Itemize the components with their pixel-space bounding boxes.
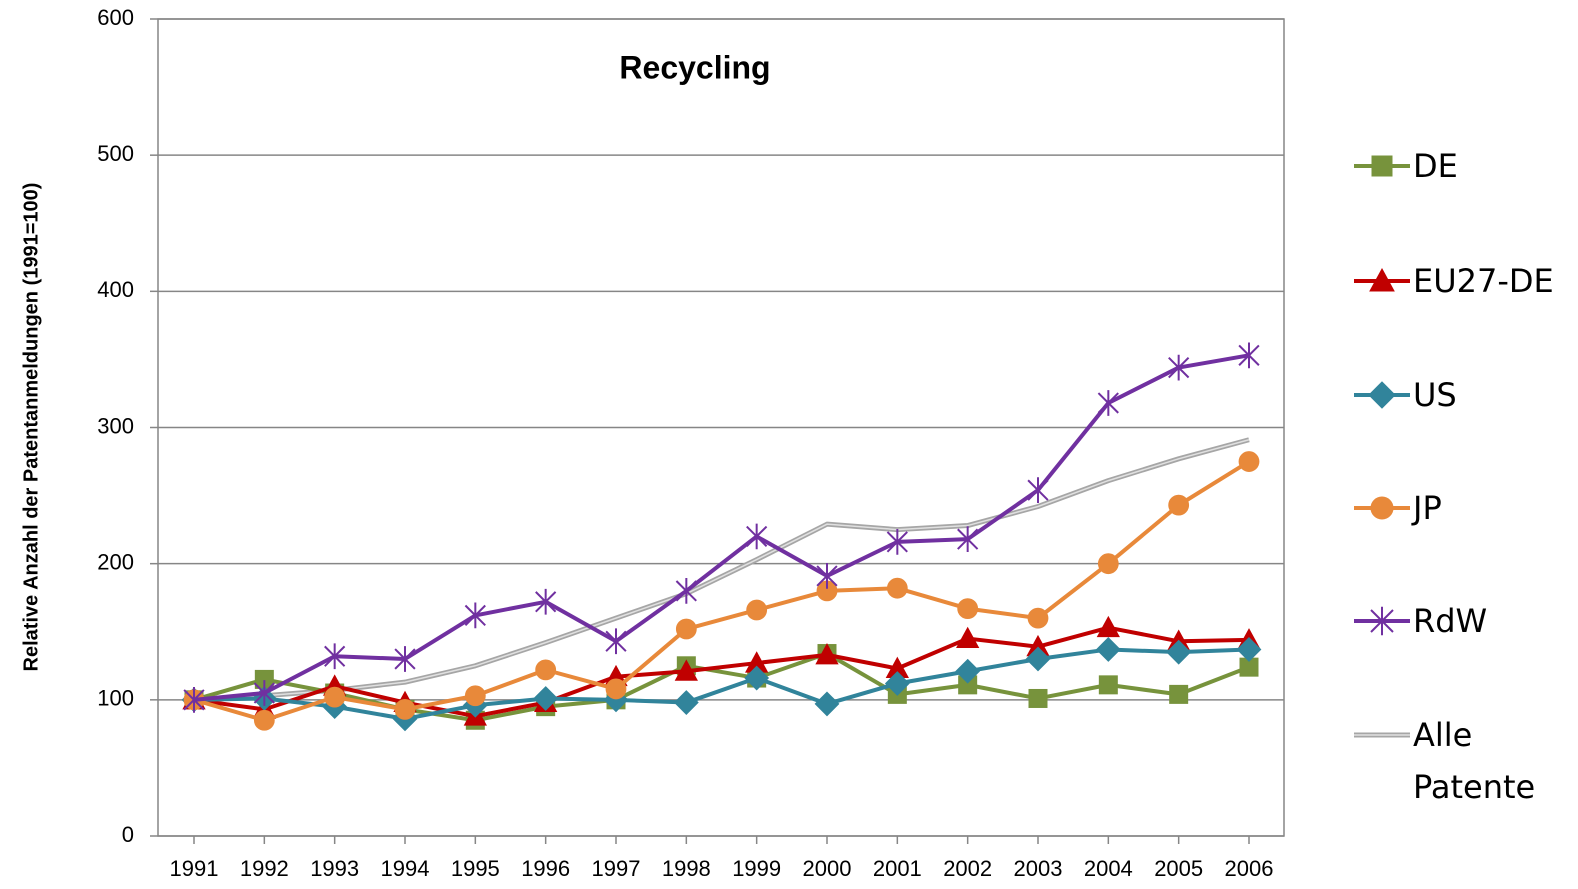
x-tick-label: 1995 [451, 856, 500, 881]
marker [746, 599, 768, 621]
legend-label: EU27-DE [1413, 262, 1554, 300]
series-line [193, 651, 1250, 723]
series-line [193, 353, 1250, 702]
series-line [193, 625, 1250, 719]
x-tick-label: 1993 [310, 856, 359, 881]
marker [1236, 637, 1262, 662]
x-tick-label: 2004 [1084, 856, 1133, 881]
y-tick-label: 300 [97, 413, 134, 438]
marker [1097, 553, 1119, 575]
marker [1368, 381, 1396, 409]
marker [1238, 451, 1260, 472]
marker [394, 698, 416, 720]
series-line [193, 459, 1251, 723]
marker [1370, 496, 1394, 520]
marker [1169, 684, 1189, 704]
marker [746, 523, 768, 550]
marker [1168, 354, 1190, 381]
x-tick-label: 1991 [170, 856, 219, 881]
x-tick-label: 2003 [1014, 856, 1063, 881]
marker [1025, 646, 1051, 672]
marker [815, 643, 839, 665]
marker [957, 598, 979, 620]
marker [324, 686, 346, 708]
marker [1369, 267, 1395, 292]
marker [1370, 606, 1394, 636]
marker [535, 659, 557, 681]
chart-title: Recycling [619, 49, 770, 85]
legend-label: RdW [1413, 602, 1488, 640]
series-line [193, 437, 1250, 703]
marker [394, 646, 416, 672]
marker [183, 686, 205, 713]
plot-border [157, 18, 1285, 837]
marker [253, 709, 275, 731]
marker [1166, 639, 1192, 665]
x-tick-label: 2002 [943, 856, 992, 881]
marker [816, 563, 838, 589]
marker [1238, 342, 1260, 369]
legend-label: US [1413, 376, 1457, 414]
marker [1097, 390, 1119, 416]
legend-label: DE [1413, 147, 1458, 185]
marker [535, 588, 557, 615]
x-tick-label: 2005 [1154, 856, 1203, 881]
marker [1168, 494, 1190, 516]
legend-label: JP [1413, 489, 1442, 527]
x-tick-label: 1992 [240, 856, 289, 881]
y-tick-label: 100 [97, 686, 134, 711]
y-tick-label: 200 [97, 549, 134, 574]
marker [605, 678, 627, 700]
marker [886, 577, 908, 599]
marker [533, 686, 559, 711]
y-tick-label: 400 [97, 277, 134, 302]
x-tick-label: 1997 [592, 856, 641, 881]
y-tick-label: 0 [122, 822, 134, 847]
marker [675, 578, 697, 604]
series-line-inner [193, 439, 1250, 701]
marker [1027, 477, 1049, 504]
x-tick-label: 2001 [873, 856, 922, 881]
marker [674, 659, 698, 681]
marker [1028, 688, 1048, 708]
marker [956, 626, 980, 649]
marker [324, 643, 346, 670]
series-line [193, 647, 1250, 721]
x-tick-label: 2006 [1225, 856, 1274, 881]
marker [957, 526, 979, 553]
marker [1098, 675, 1118, 695]
marker [605, 628, 627, 655]
marker [886, 529, 908, 555]
marker [253, 680, 275, 706]
y-axis-label: Relative Anzahl der Patentanmeldungen (1… [20, 183, 42, 672]
marker [673, 690, 699, 715]
marker [1096, 615, 1120, 638]
x-tick-label: 1994 [381, 856, 430, 881]
y-tick-label: 600 [97, 5, 134, 30]
marker [1027, 607, 1049, 629]
marker [1371, 155, 1393, 177]
legend-label: Alle Patente [1413, 716, 1536, 806]
marker [464, 602, 486, 629]
marker [955, 658, 981, 684]
marker [1095, 637, 1121, 662]
marker [744, 665, 770, 691]
x-tick-label: 1998 [662, 856, 711, 881]
x-tick-label: 1996 [521, 856, 570, 881]
marker [884, 671, 910, 696]
marker [814, 691, 840, 717]
marker [675, 618, 697, 640]
x-tick-label: 1999 [732, 856, 781, 881]
marker [464, 685, 486, 707]
x-tick-label: 2000 [803, 856, 852, 881]
y-tick-label: 500 [97, 141, 134, 166]
